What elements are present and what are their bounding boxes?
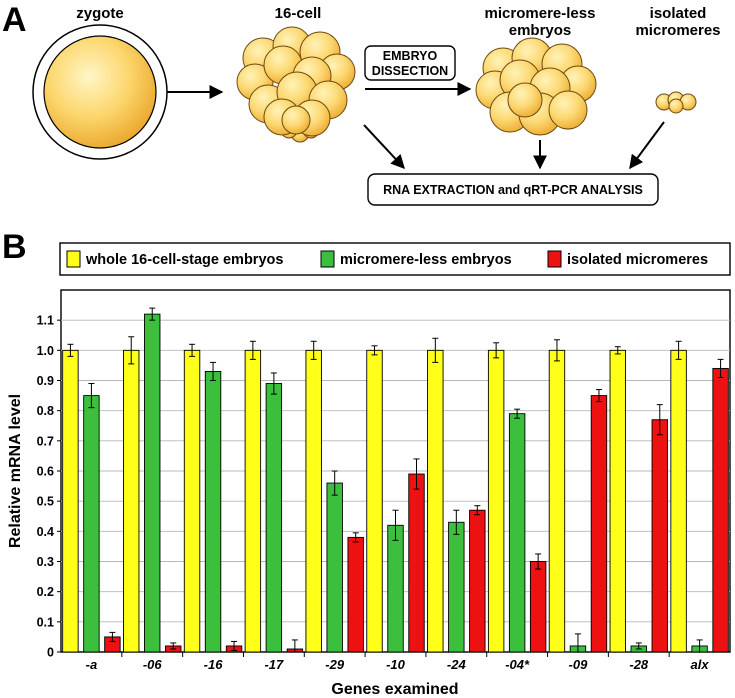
chart-legend: whole 16-cell-stage embryos micromere-le…	[59, 242, 731, 276]
bar-whole	[609, 349, 626, 653]
embryo-dissection-box: EMBRYO DISSECTION	[364, 45, 456, 81]
panel-a-letter: A	[2, 1, 27, 39]
isolated-label-line1: isolated	[650, 5, 707, 22]
zygote-illustration	[32, 24, 168, 160]
y-axis-ticks: 0 0.1 0.2 0.3 0.4 0.5 0.6 0.7 0.8 0.9 1.0 1.1	[37, 314, 61, 660]
y-tick-label: 0.8	[37, 404, 54, 418]
bar-whole	[244, 349, 262, 653]
sixteen-cell-label: 16-cell	[275, 5, 322, 22]
x-tick-label: -04*	[505, 657, 530, 672]
legend-label-micro: isolated micromeres	[567, 252, 708, 268]
micromere-less-cell	[507, 82, 543, 118]
y-tick-label: 1.0	[37, 344, 54, 358]
y-axis-title: Relative mRNA level	[7, 394, 24, 548]
y-tick-label: 0.5	[37, 495, 54, 509]
sixteen-cell-embryo-illustration	[236, 26, 356, 143]
bar-whole	[487, 349, 505, 653]
y-tick-label: 0.1	[37, 615, 54, 629]
bar-whole	[427, 349, 444, 653]
bar-whole	[123, 349, 140, 653]
x-tick-label: -17	[264, 657, 284, 672]
arrow-16cell-to-analysis	[363, 124, 405, 170]
bar-whole	[548, 349, 566, 653]
micromere-cell	[668, 98, 684, 114]
dissection-label-line1: EMBRYO	[383, 49, 438, 63]
x-axis-ticks: -a -06 -16 -17 -29 -10 -24 -04* -09 -28 alx	[86, 652, 710, 672]
bar-less	[508, 413, 526, 653]
bar-less	[83, 395, 100, 653]
legend-swatch-whole	[66, 250, 81, 268]
y-tick-label: 0.6	[37, 465, 54, 479]
x-tick-label: -28	[629, 657, 649, 672]
bar-whole	[366, 349, 383, 653]
y-tick-label: 1.1	[37, 314, 54, 328]
y-tick-label: 0.3	[37, 555, 54, 569]
bar-micro	[529, 561, 547, 653]
x-tick-label: -24	[447, 657, 467, 672]
x-tick-label: -10	[386, 657, 406, 672]
zygote-label: zygote	[76, 5, 124, 22]
x-tick-label: -06	[143, 657, 163, 672]
bar-less	[265, 383, 283, 653]
micromere-less-label-line1: micromere-less	[485, 5, 596, 22]
bar-whole	[183, 349, 201, 653]
legend-label-whole: whole 16-cell-stage embryos	[85, 252, 283, 268]
y-tick-label: 0.4	[37, 525, 54, 539]
isolated-micromeres-illustration	[655, 91, 697, 114]
x-tick-label: -09	[569, 657, 589, 672]
bar-whole	[305, 349, 322, 653]
bar-less	[387, 524, 404, 653]
y-tick-label: 0.7	[37, 434, 54, 448]
panel-a: A zygote 16-cell EMBRYO DISSECTION micro…	[2, 1, 721, 206]
bar-whole	[670, 349, 687, 653]
x-tick-label: -16	[204, 657, 224, 672]
legend-swatch-less	[320, 250, 335, 268]
legend-frame	[59, 242, 731, 276]
x-tick-label: -29	[325, 657, 345, 672]
bar-micro	[408, 473, 425, 653]
bar-less	[448, 521, 465, 653]
legend-label-less: micromere-less embryos	[340, 252, 512, 268]
dissection-label-line2: DISSECTION	[372, 64, 448, 78]
bar-micro	[590, 395, 608, 653]
micromere-less-embryo-illustration	[475, 37, 597, 136]
isolated-label-line2: micromeres	[635, 22, 720, 39]
bar-micro	[712, 367, 729, 653]
bar-less	[144, 313, 161, 653]
bar-less	[326, 482, 343, 653]
micromere-less-label-line2: embryos	[509, 22, 572, 39]
bar-micro	[651, 419, 668, 653]
micromere-less-cell	[548, 90, 588, 130]
bar-micro	[469, 509, 486, 653]
legend-swatch-micro	[547, 250, 562, 268]
bar-whole	[62, 349, 79, 653]
analysis-label: RNA EXTRACTION and qRT-PCR ANALYSIS	[383, 183, 643, 197]
sixteen-cell-cell	[281, 105, 311, 135]
bar-less	[204, 371, 222, 653]
arrow-micro-to-analysis	[629, 121, 665, 170]
y-tick-label: 0	[47, 646, 54, 660]
x-tick-label: -a	[86, 657, 98, 672]
panel-b-letter: B	[2, 228, 27, 266]
y-tick-label: 0.9	[37, 374, 54, 388]
y-tick-label: 0.2	[37, 585, 54, 599]
analysis-box: RNA EXTRACTION and qRT-PCR ANALYSIS	[367, 173, 659, 206]
x-axis-title: Genes examined	[331, 681, 458, 698]
bar-micro	[347, 536, 364, 653]
bars	[62, 307, 729, 653]
x-tick-label: alx	[691, 657, 710, 672]
panel-b: B whole 16-cell-stage embryos micromere-…	[2, 228, 731, 698]
